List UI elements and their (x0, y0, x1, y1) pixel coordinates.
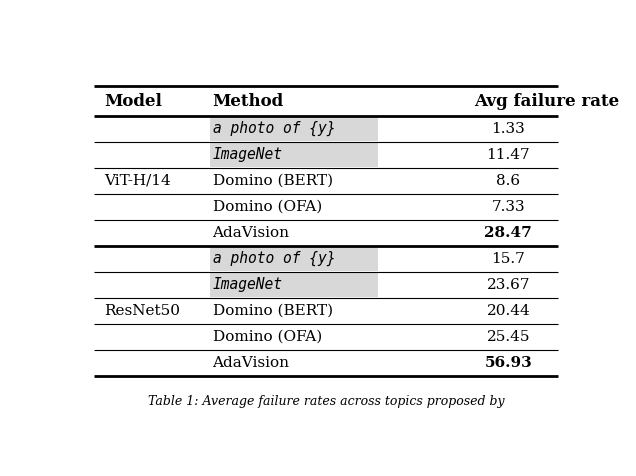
Text: ViT-H/14: ViT-H/14 (104, 174, 171, 188)
Text: Domino (BERT): Domino (BERT) (212, 304, 333, 318)
Text: 23.67: 23.67 (487, 278, 530, 292)
Text: Domino (OFA): Domino (OFA) (212, 200, 322, 214)
Text: 25.45: 25.45 (487, 330, 530, 344)
FancyBboxPatch shape (210, 273, 378, 297)
Text: ResNet50: ResNet50 (104, 304, 180, 318)
Text: 1.33: 1.33 (492, 122, 525, 136)
Text: 8.6: 8.6 (496, 174, 520, 188)
Text: Domino (OFA): Domino (OFA) (212, 330, 322, 344)
FancyBboxPatch shape (210, 247, 378, 271)
Text: Table 1: Average failure rates across topics proposed by: Table 1: Average failure rates across to… (148, 395, 504, 408)
Text: 20.44: 20.44 (487, 304, 530, 318)
Text: 11.47: 11.47 (487, 148, 530, 162)
Text: 7.33: 7.33 (492, 200, 525, 214)
FancyBboxPatch shape (210, 143, 378, 167)
FancyBboxPatch shape (210, 117, 378, 141)
Text: a photo of {y}: a photo of {y} (212, 251, 335, 267)
Text: Model: Model (104, 93, 162, 109)
Text: Domino (BERT): Domino (BERT) (212, 174, 333, 188)
Text: AdaVision: AdaVision (212, 356, 289, 370)
Text: 15.7: 15.7 (492, 252, 525, 266)
Text: ImageNet: ImageNet (212, 147, 282, 162)
Text: 28.47: 28.47 (485, 226, 532, 240)
Text: Avg failure rate: Avg failure rate (474, 93, 619, 109)
Text: a photo of {y}: a photo of {y} (212, 121, 335, 137)
Text: ImageNet: ImageNet (212, 278, 282, 292)
Text: AdaVision: AdaVision (212, 226, 289, 240)
Text: 56.93: 56.93 (485, 356, 532, 370)
Text: Method: Method (212, 93, 284, 109)
